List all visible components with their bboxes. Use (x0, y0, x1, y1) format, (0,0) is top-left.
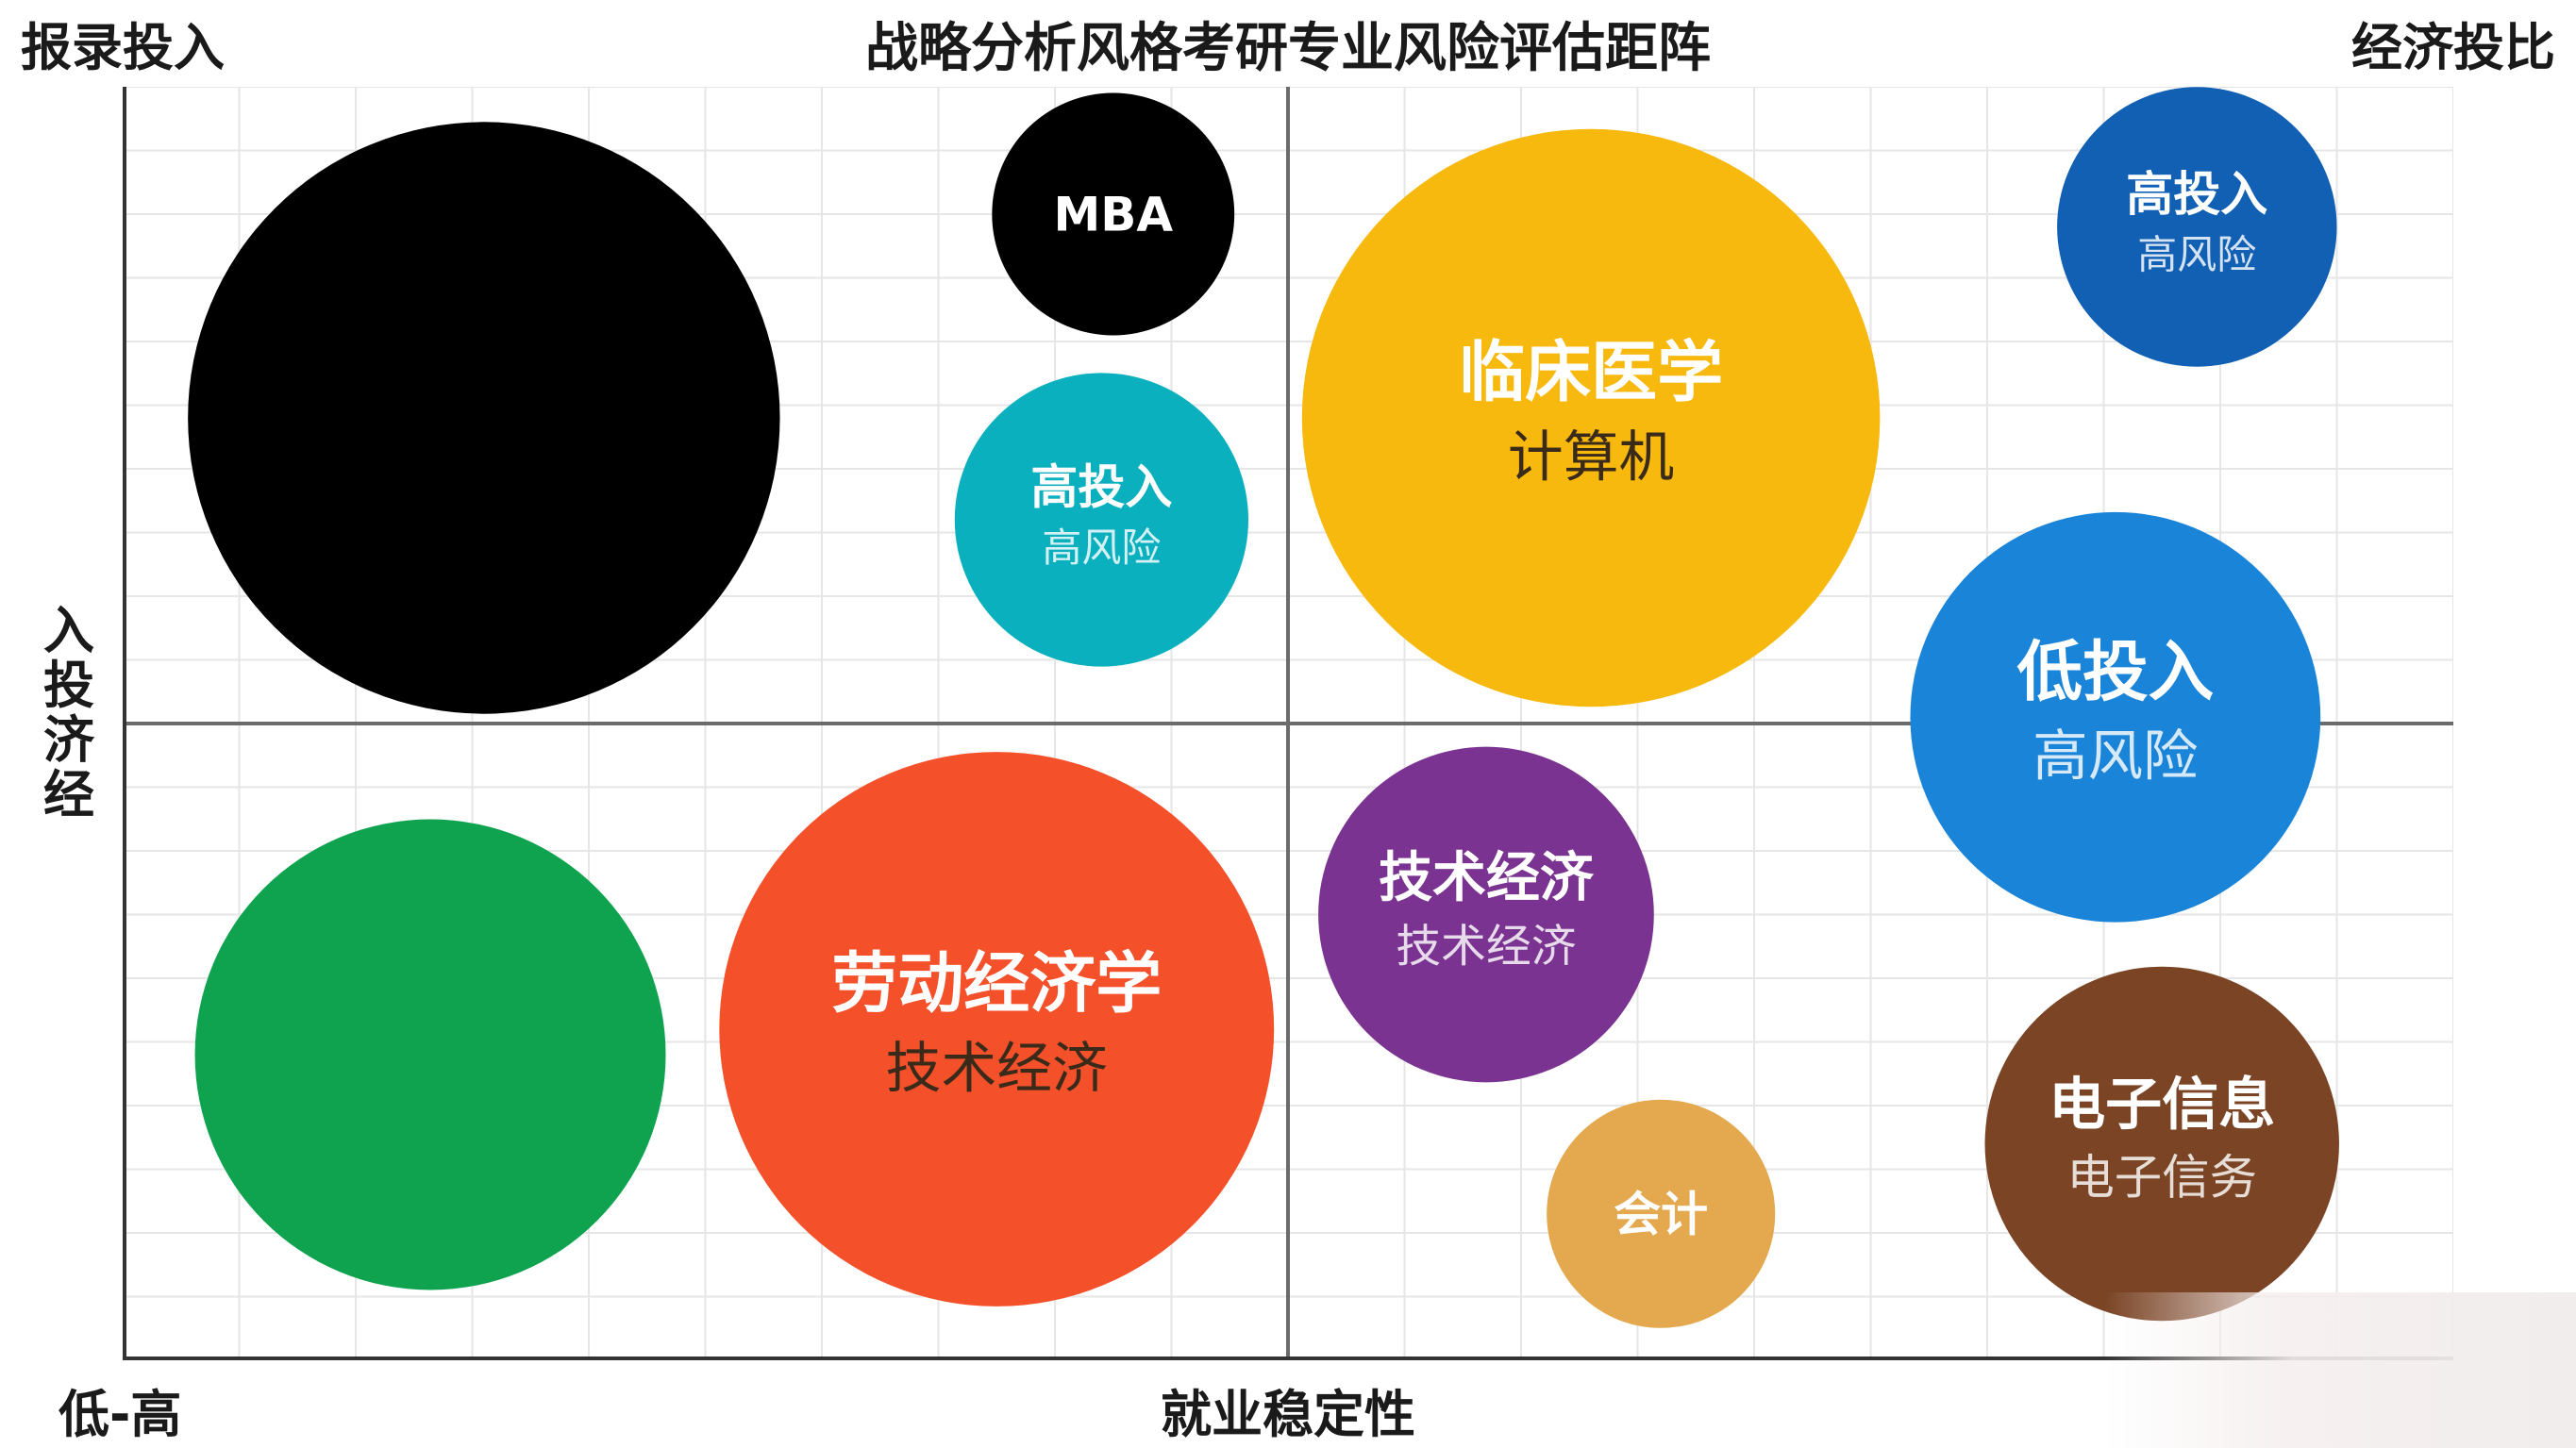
bubble-circle (719, 752, 1275, 1307)
bubble: MBA (992, 92, 1235, 336)
corner-label-top-left: 报录投入 (21, 18, 225, 77)
bubble (194, 819, 666, 1290)
x-axis-range-label: 低-高 (59, 1385, 182, 1444)
bubble-circle (2057, 87, 2337, 367)
bubble-sublabel: 计算机 (1508, 424, 1674, 490)
bubble-circle (954, 373, 1249, 667)
bubble-sublabel: 技术经济 (886, 1036, 1108, 1101)
bubbles: MBA高投入高风险临床医学计算机高投入高风险低投入高风险劳动经济学技术经济技术经… (188, 87, 2339, 1328)
bubble-circle (1910, 511, 2321, 923)
corner-label-top-right: 经济投比 (2351, 18, 2555, 77)
bubble-circle (1318, 746, 1654, 1083)
chart-title: 战略分析风格考研专业风险评估距阵 (865, 18, 1711, 79)
bubble-sublabel: 高风险 (2137, 232, 2256, 278)
bubble-label: 电子信息 (2049, 1072, 2275, 1138)
bubble: 会计 (1547, 1099, 1776, 1328)
bubble-label: 高投入 (1030, 460, 1172, 515)
bubble-label: MBA (1053, 188, 1173, 242)
axis-lines (123, 87, 2453, 1360)
x-axis-label: 就业稳定性 (1161, 1385, 1415, 1444)
bubble-label: 高投入 (2126, 167, 2267, 222)
bubble (188, 122, 780, 714)
bubble-label: 技术经济 (1379, 847, 1595, 909)
corner-fade-overlay (2104, 1292, 2576, 1448)
bubble-sublabel: 高风险 (1042, 524, 1161, 571)
bubble-circle (194, 819, 666, 1290)
y-axis-label: 入投济经 (43, 601, 94, 824)
bubble-label: 劳动经济学 (831, 945, 1162, 1023)
bubble-sublabel: 高风险 (2032, 724, 2198, 789)
bubble-sublabel: 电子信务 (2066, 1149, 2257, 1205)
bubble-circle (992, 92, 1235, 336)
bubble-sublabel: 技术经济 (1396, 922, 1576, 974)
bubble-chart: MBA高投入高风险临床医学计算机高投入高风险低投入高风险劳动经济学技术经济技术经… (123, 87, 2453, 1360)
bubble-circle (1547, 1099, 1776, 1328)
bubble-label: 临床医学 (1459, 334, 1723, 411)
bubble-circle (1301, 128, 1881, 707)
bubble-label: 低投入 (2017, 634, 2215, 710)
bubble-label: 会计 (1614, 1187, 1708, 1241)
bubble-circle (1984, 966, 2339, 1322)
bubble-circle (188, 122, 780, 714)
